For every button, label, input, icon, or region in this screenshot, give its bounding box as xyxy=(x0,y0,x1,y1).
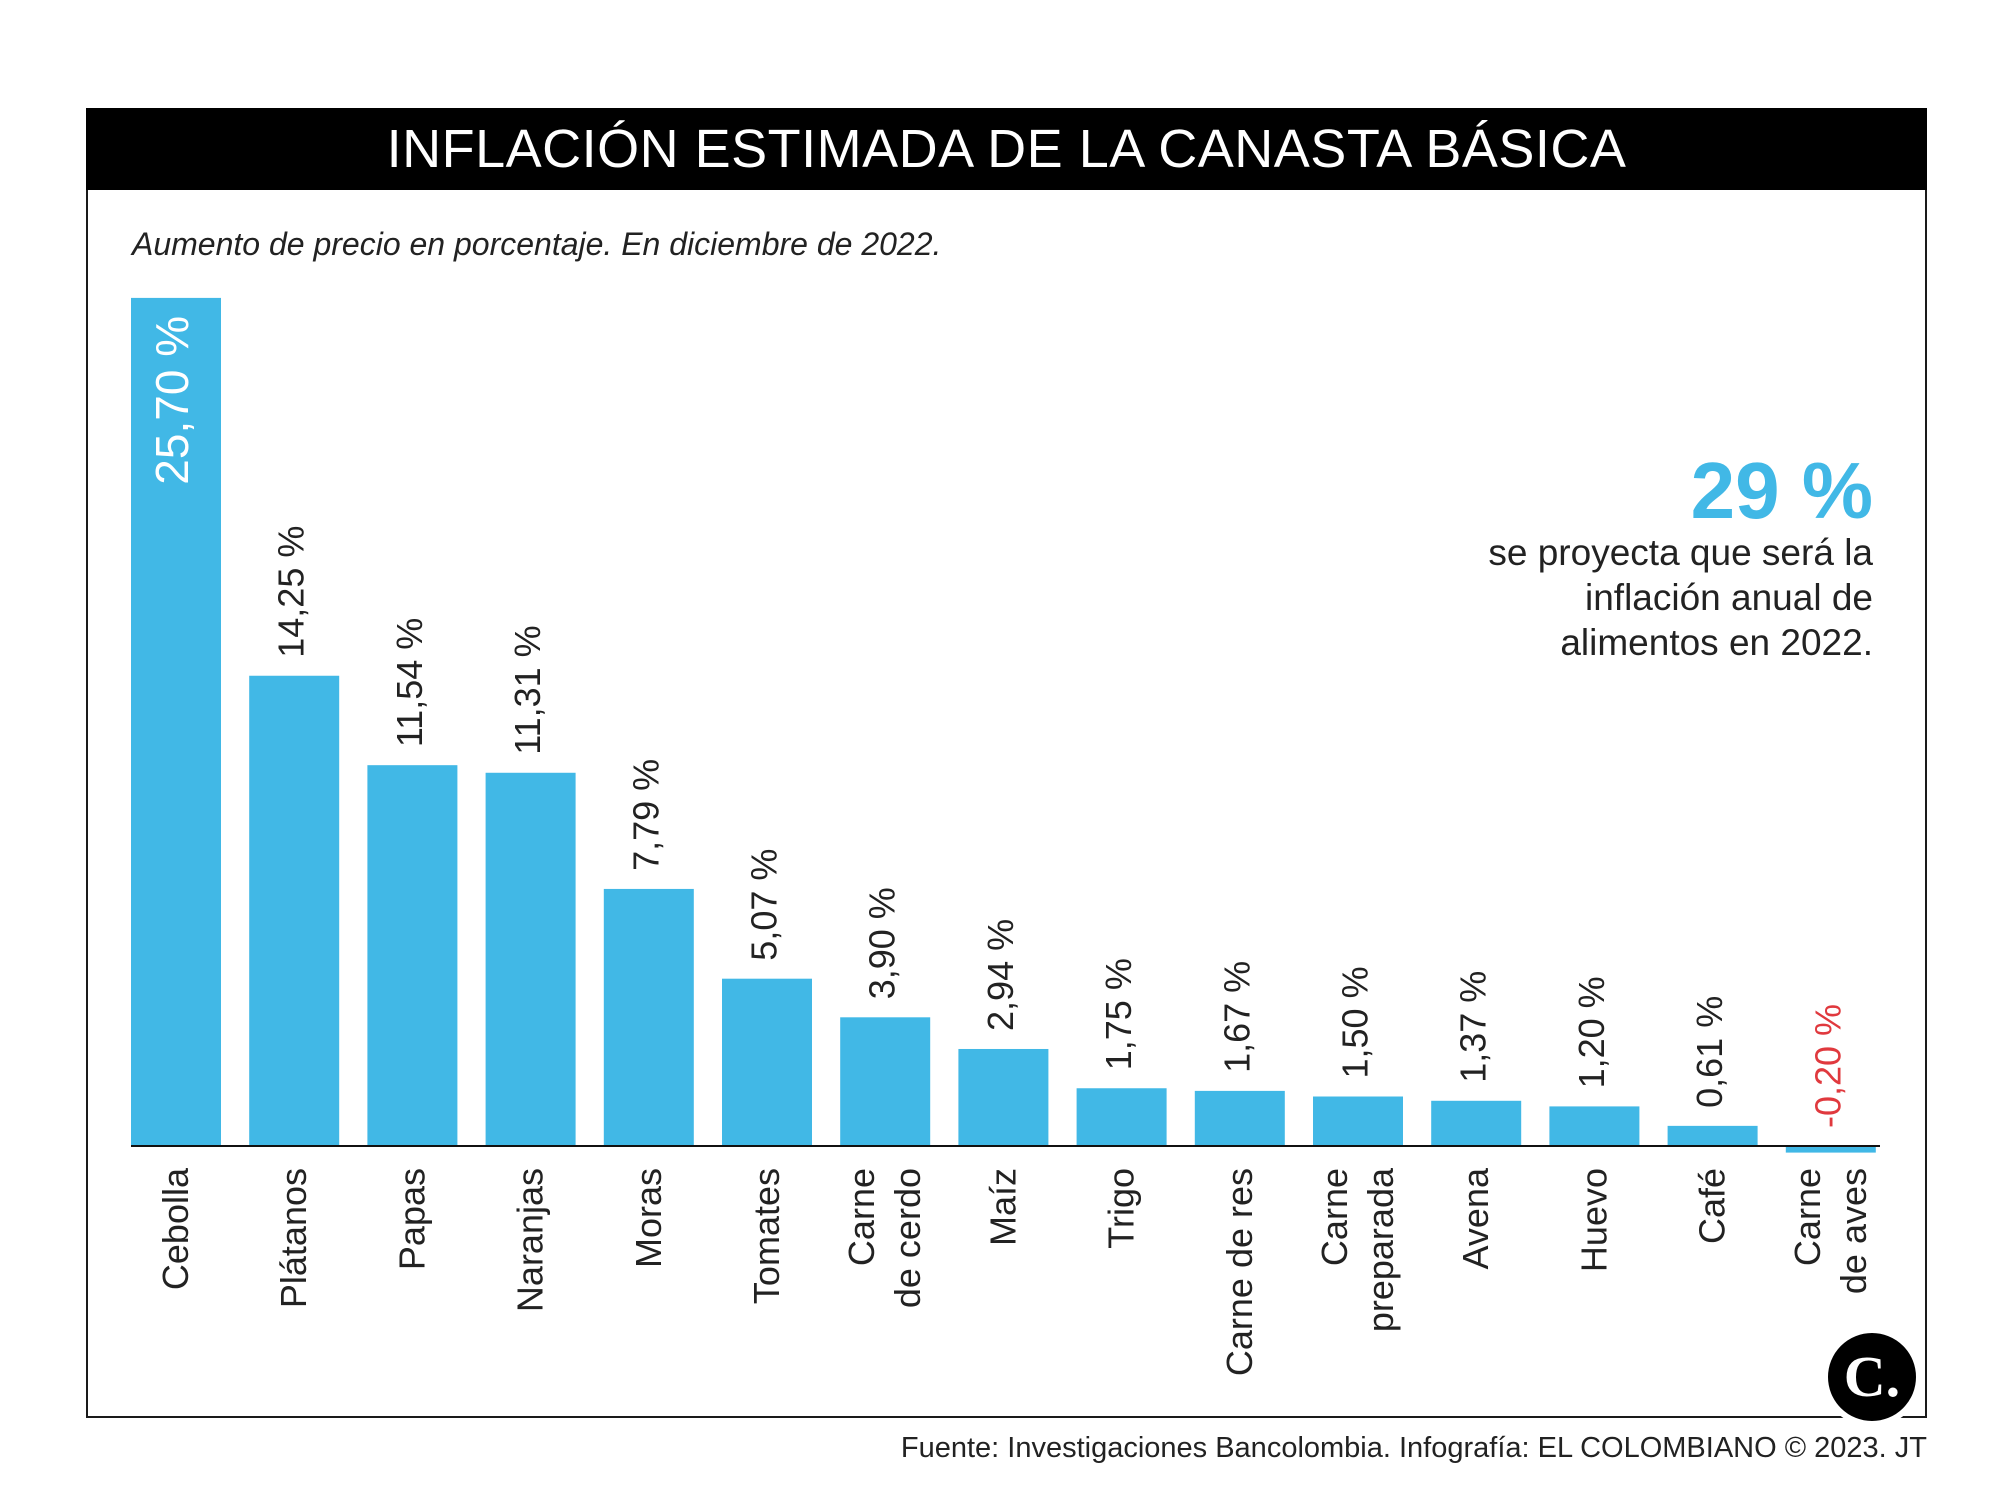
bar-12 xyxy=(1431,1100,1522,1146)
bar-6 xyxy=(722,978,812,1146)
bar-3 xyxy=(367,765,458,1146)
chart-subtitle: Aumento de precio en porcentaje. En dici… xyxy=(132,226,942,262)
value-label-12: 1,37 % xyxy=(1453,971,1494,1083)
bar-7 xyxy=(840,1017,931,1146)
logo-letter: C. xyxy=(1843,1344,1901,1409)
value-label-6: 5,07 % xyxy=(744,849,785,961)
category-label-4: Naranjas xyxy=(510,1168,551,1312)
bar-14 xyxy=(1667,1125,1758,1146)
bar-13 xyxy=(1549,1106,1640,1146)
category-label-8: Maíz xyxy=(982,1168,1023,1246)
bar-4 xyxy=(485,772,576,1146)
bar-8 xyxy=(958,1048,1049,1146)
category-label-11: Carne preparada xyxy=(1314,1167,1401,1332)
value-label-7: 3,90 % xyxy=(862,887,903,999)
category-label-14: Café xyxy=(1692,1168,1733,1244)
value-label-13: 1,20 % xyxy=(1571,976,1612,1088)
category-label-6: Tomates xyxy=(746,1168,787,1304)
category-label-3: Papas xyxy=(391,1168,432,1270)
value-label-15: -0,20 % xyxy=(1807,1004,1848,1128)
bar-5 xyxy=(603,888,694,1146)
category-label-7: Carne de cerdo xyxy=(841,1168,928,1308)
category-label-2: Plátanos xyxy=(273,1168,314,1308)
callout-value: 29 % xyxy=(1690,446,1873,535)
category-label-10: Carne de res xyxy=(1219,1168,1260,1376)
bar-11 xyxy=(1313,1096,1403,1146)
category-label-15: Carne de aves xyxy=(1787,1168,1874,1294)
bar-1 xyxy=(131,297,221,1146)
value-label-9: 1,75 % xyxy=(1098,958,1139,1070)
bar-2 xyxy=(249,675,340,1146)
value-label-10: 1,67 % xyxy=(1216,961,1257,1073)
value-label-8: 2,94 % xyxy=(980,919,1021,1031)
category-label-9: Trigo xyxy=(1101,1168,1142,1249)
category-label-1: Cebolla xyxy=(155,1167,196,1290)
value-label-11: 1,50 % xyxy=(1335,966,1376,1078)
callout-text: se proyecta que será la inflación anual … xyxy=(1488,532,1873,663)
value-label-14: 0,61 % xyxy=(1689,996,1730,1108)
el-colombiano-logo-icon: C. xyxy=(1822,1327,1922,1427)
value-label-3: 11,54 % xyxy=(389,618,430,747)
value-label-1: 25,70 % xyxy=(146,316,198,485)
category-label-13: Huevo xyxy=(1573,1168,1614,1272)
category-label-5: Moras xyxy=(628,1168,669,1268)
chart-title: INFLACIÓN ESTIMADA DE LA CANASTA BÁSICA xyxy=(86,108,1927,190)
value-label-2: 14,25 % xyxy=(271,526,312,658)
category-label-12: Avena xyxy=(1455,1167,1496,1269)
bar-10 xyxy=(1194,1090,1285,1146)
bar-9 xyxy=(1076,1088,1167,1146)
source-note: Fuente: Investigaciones Bancolombia. Inf… xyxy=(900,1432,1927,1464)
bar-15 xyxy=(1785,1146,1876,1153)
value-label-5: 7,79 % xyxy=(625,759,666,871)
value-label-4: 11,31 % xyxy=(507,625,548,754)
